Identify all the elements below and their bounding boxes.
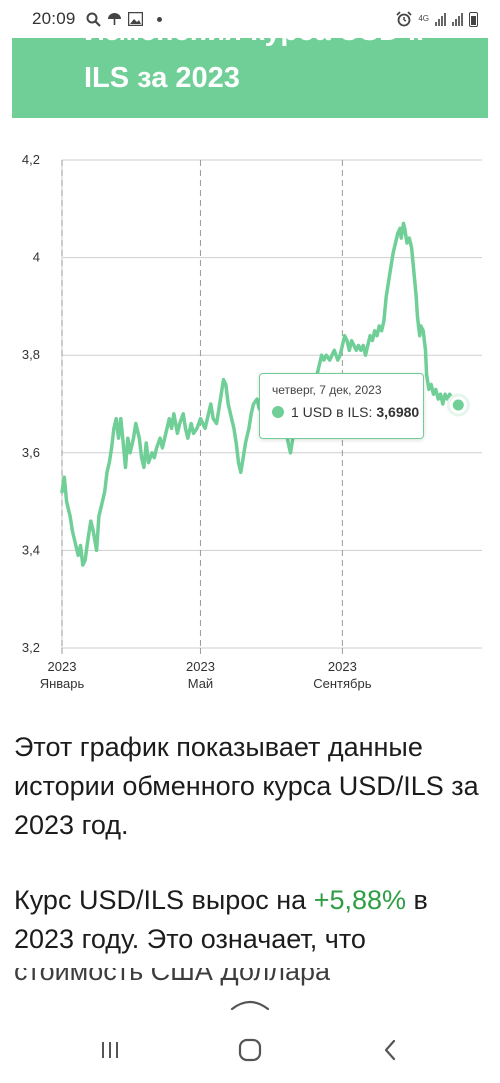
- page-title: Изменения курса USD к ILS за 2023: [84, 38, 423, 94]
- back-button[interactable]: [365, 1030, 415, 1070]
- change-percent: +5,88%: [313, 885, 407, 915]
- dot-icon: [156, 16, 162, 22]
- chevron-up-icon[interactable]: [228, 997, 272, 1011]
- system-nav-bar: [0, 990, 500, 1083]
- change-paragraph: Курс USD/ILS вырос на +5,88% в 2023 году…: [14, 881, 488, 959]
- y-tick-label: 3,8: [22, 347, 40, 362]
- chart-tooltip: четверг, 7 дек, 2023 1 USD в ILS: 3,6980: [259, 373, 424, 439]
- tooltip-date: четверг, 7 дек, 2023: [272, 383, 382, 397]
- partial-paragraph: стоимость США Доллара: [14, 968, 488, 988]
- search-icon: [86, 12, 101, 27]
- x-tick-year-label: 2023: [328, 659, 357, 674]
- tooltip-label: 1 USD в ILS:: [291, 404, 373, 420]
- umbrella-icon: [107, 12, 121, 25]
- 4g-signal-icon: [435, 12, 446, 26]
- x-tick-year-label: 2023: [186, 659, 215, 674]
- image-icon: [127, 12, 143, 26]
- recent-apps-button[interactable]: [85, 1030, 135, 1070]
- battery-icon: [469, 11, 478, 27]
- series-dot-icon: [272, 406, 284, 418]
- y-tick-label: 3,2: [22, 640, 40, 655]
- x-tick-month-label: Сентябрь: [313, 676, 371, 691]
- chart-svg: 3,2 3,4 3,6 3,8 4 4,2 2023 Январь 2023 Май 2023 Сен…: [22, 152, 482, 691]
- tooltip-row: 1 USD в ILS: 3,6980: [272, 404, 423, 420]
- home-button[interactable]: [225, 1030, 275, 1070]
- partial-paragraph-text: стоимость США Доллара: [14, 968, 330, 986]
- y-tick-label: 4,2: [22, 152, 40, 167]
- y-tick-label: 3,6: [22, 445, 40, 460]
- network-type-label: 4G: [418, 14, 429, 23]
- tooltip-value: 3,6980: [376, 404, 420, 420]
- y-tick-label: 3,4: [22, 542, 40, 557]
- recent-apps-icon: [102, 1042, 118, 1058]
- status-time: 20:09: [32, 9, 76, 28]
- x-tick-month-label: Май: [188, 676, 213, 691]
- exchange-rate-chart[interactable]: 3,2 3,4 3,6 3,8 4 4,2 2023 Январь 2023 Май 2023 Сен…: [0, 140, 500, 700]
- change-text-before: Курс USD/ILS вырос на: [14, 885, 314, 915]
- back-icon: [384, 1039, 396, 1061]
- highlight-point: [450, 397, 466, 413]
- home-icon: [238, 1038, 262, 1062]
- status-icons-left: [86, 12, 162, 27]
- change-text-after: в 2023 году. Это означает, что: [14, 885, 428, 954]
- status-bar: 20:09 4G: [0, 0, 500, 38]
- x-tick-year-label: 2023: [48, 659, 77, 674]
- x-tick-month-label: Январь: [40, 676, 85, 691]
- signal-icon: [452, 12, 463, 26]
- alarm-icon: [396, 11, 412, 27]
- y-tick-label: 4: [33, 250, 40, 265]
- description-paragraph: Этот график показывает данные истории об…: [14, 732, 479, 840]
- header-banner: Изменения курса USD к ILS за 2023: [12, 38, 488, 118]
- status-icons-right: 4G: [396, 11, 478, 27]
